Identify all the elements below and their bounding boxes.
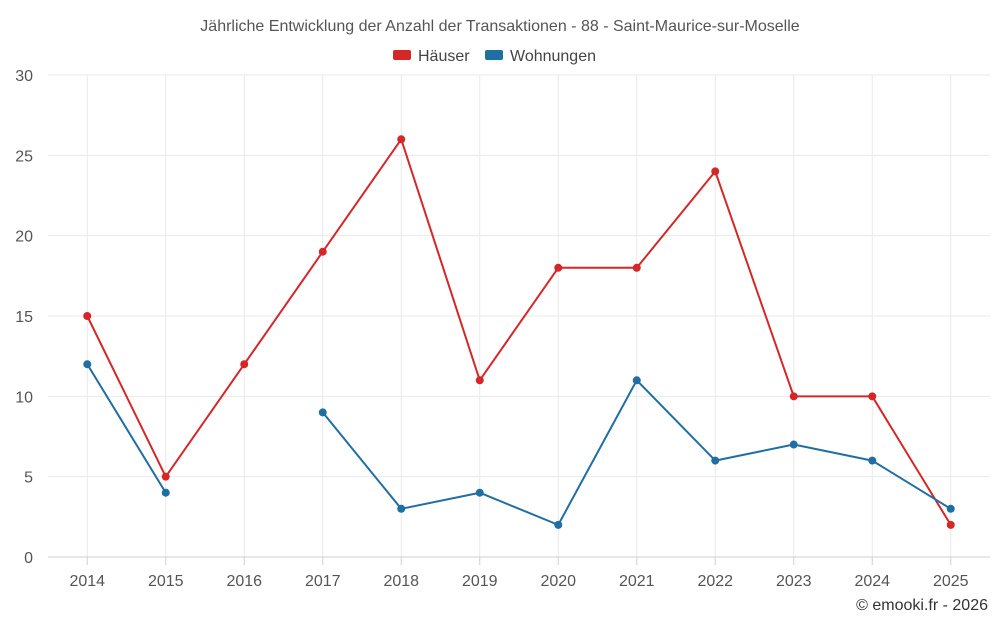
x-tick-label: 2014: [69, 573, 105, 590]
x-tick-label: 2021: [619, 573, 655, 590]
data-point-h-user[interactable]: [83, 312, 92, 320]
legend-item-wohnungen[interactable]: Wohnungen: [485, 48, 596, 65]
data-point-h-user[interactable]: [397, 135, 406, 144]
data-point-h-user[interactable]: [475, 376, 484, 385]
chart-title: Jährliche Entwicklung der Anzahl der Tra…: [200, 18, 799, 35]
series-line-h-user: [86, 138, 952, 526]
series-line-wohnungen: [86, 363, 167, 494]
x-tick-label: 2017: [305, 573, 341, 590]
legend-swatch: [485, 50, 503, 60]
x-tick-label: 2023: [776, 573, 812, 590]
data-point-h-user[interactable]: [868, 392, 877, 401]
data-point-h-user[interactable]: [240, 360, 249, 369]
y-tick-label: 10: [15, 389, 33, 406]
data-point-wohnungen[interactable]: [318, 408, 327, 417]
y-tick-label: 5: [24, 470, 33, 487]
data-point-wohnungen[interactable]: [161, 488, 170, 497]
x-tick-label: 2020: [540, 573, 576, 590]
axes: [48, 556, 990, 565]
y-axis-ticks: 0 5 10 15 20 25 30: [15, 68, 33, 567]
data-point-wohnungen[interactable]: [632, 376, 641, 385]
data-point-h-user[interactable]: [554, 263, 563, 272]
series-lines: [86, 138, 952, 526]
data-point-wohnungen[interactable]: [397, 504, 406, 513]
credit-text: © emooki.fr - 2026: [856, 597, 988, 614]
y-tick-label: 20: [15, 229, 33, 246]
x-axis-ticks: 2014 2015 2016 2017 2018 2019 2020 2021 2022 2023…: [69, 573, 968, 590]
data-point-wohnungen[interactable]: [868, 456, 877, 465]
x-tick-label: 2024: [854, 573, 890, 590]
data-point-h-user[interactable]: [632, 263, 641, 272]
legend-item-h-user[interactable]: Häuser: [393, 48, 470, 65]
x-tick-label: 2018: [383, 573, 419, 590]
legend: Häuser Wohnungen: [393, 48, 596, 65]
legend-swatch: [393, 50, 411, 60]
grid: [48, 74, 990, 557]
data-point-wohnungen[interactable]: [946, 504, 955, 513]
x-tick-label: 2016: [226, 573, 262, 590]
data-point-h-user[interactable]: [946, 520, 955, 529]
data-point-wohnungen[interactable]: [789, 440, 798, 449]
x-tick-label: 2025: [933, 573, 969, 590]
data-point-h-user[interactable]: [161, 472, 170, 481]
y-tick-label: 30: [15, 68, 33, 85]
data-point-h-user[interactable]: [789, 392, 798, 401]
y-tick-label: 25: [15, 148, 33, 165]
y-tick-label: 0: [24, 550, 33, 567]
data-point-wohnungen[interactable]: [711, 456, 720, 465]
data-point-wohnungen[interactable]: [475, 488, 484, 497]
legend-label: Wohnungen: [510, 48, 596, 65]
x-tick-label: 2019: [462, 573, 498, 590]
data-point-h-user[interactable]: [318, 247, 327, 256]
data-point-wohnungen[interactable]: [83, 360, 92, 369]
legend-label: Häuser: [418, 48, 470, 65]
data-point-h-user[interactable]: [711, 167, 720, 176]
y-tick-label: 15: [15, 309, 33, 326]
series-points: [83, 135, 955, 529]
x-tick-label: 2022: [697, 573, 733, 590]
data-point-wohnungen[interactable]: [554, 520, 563, 529]
x-tick-label: 2015: [148, 573, 184, 590]
